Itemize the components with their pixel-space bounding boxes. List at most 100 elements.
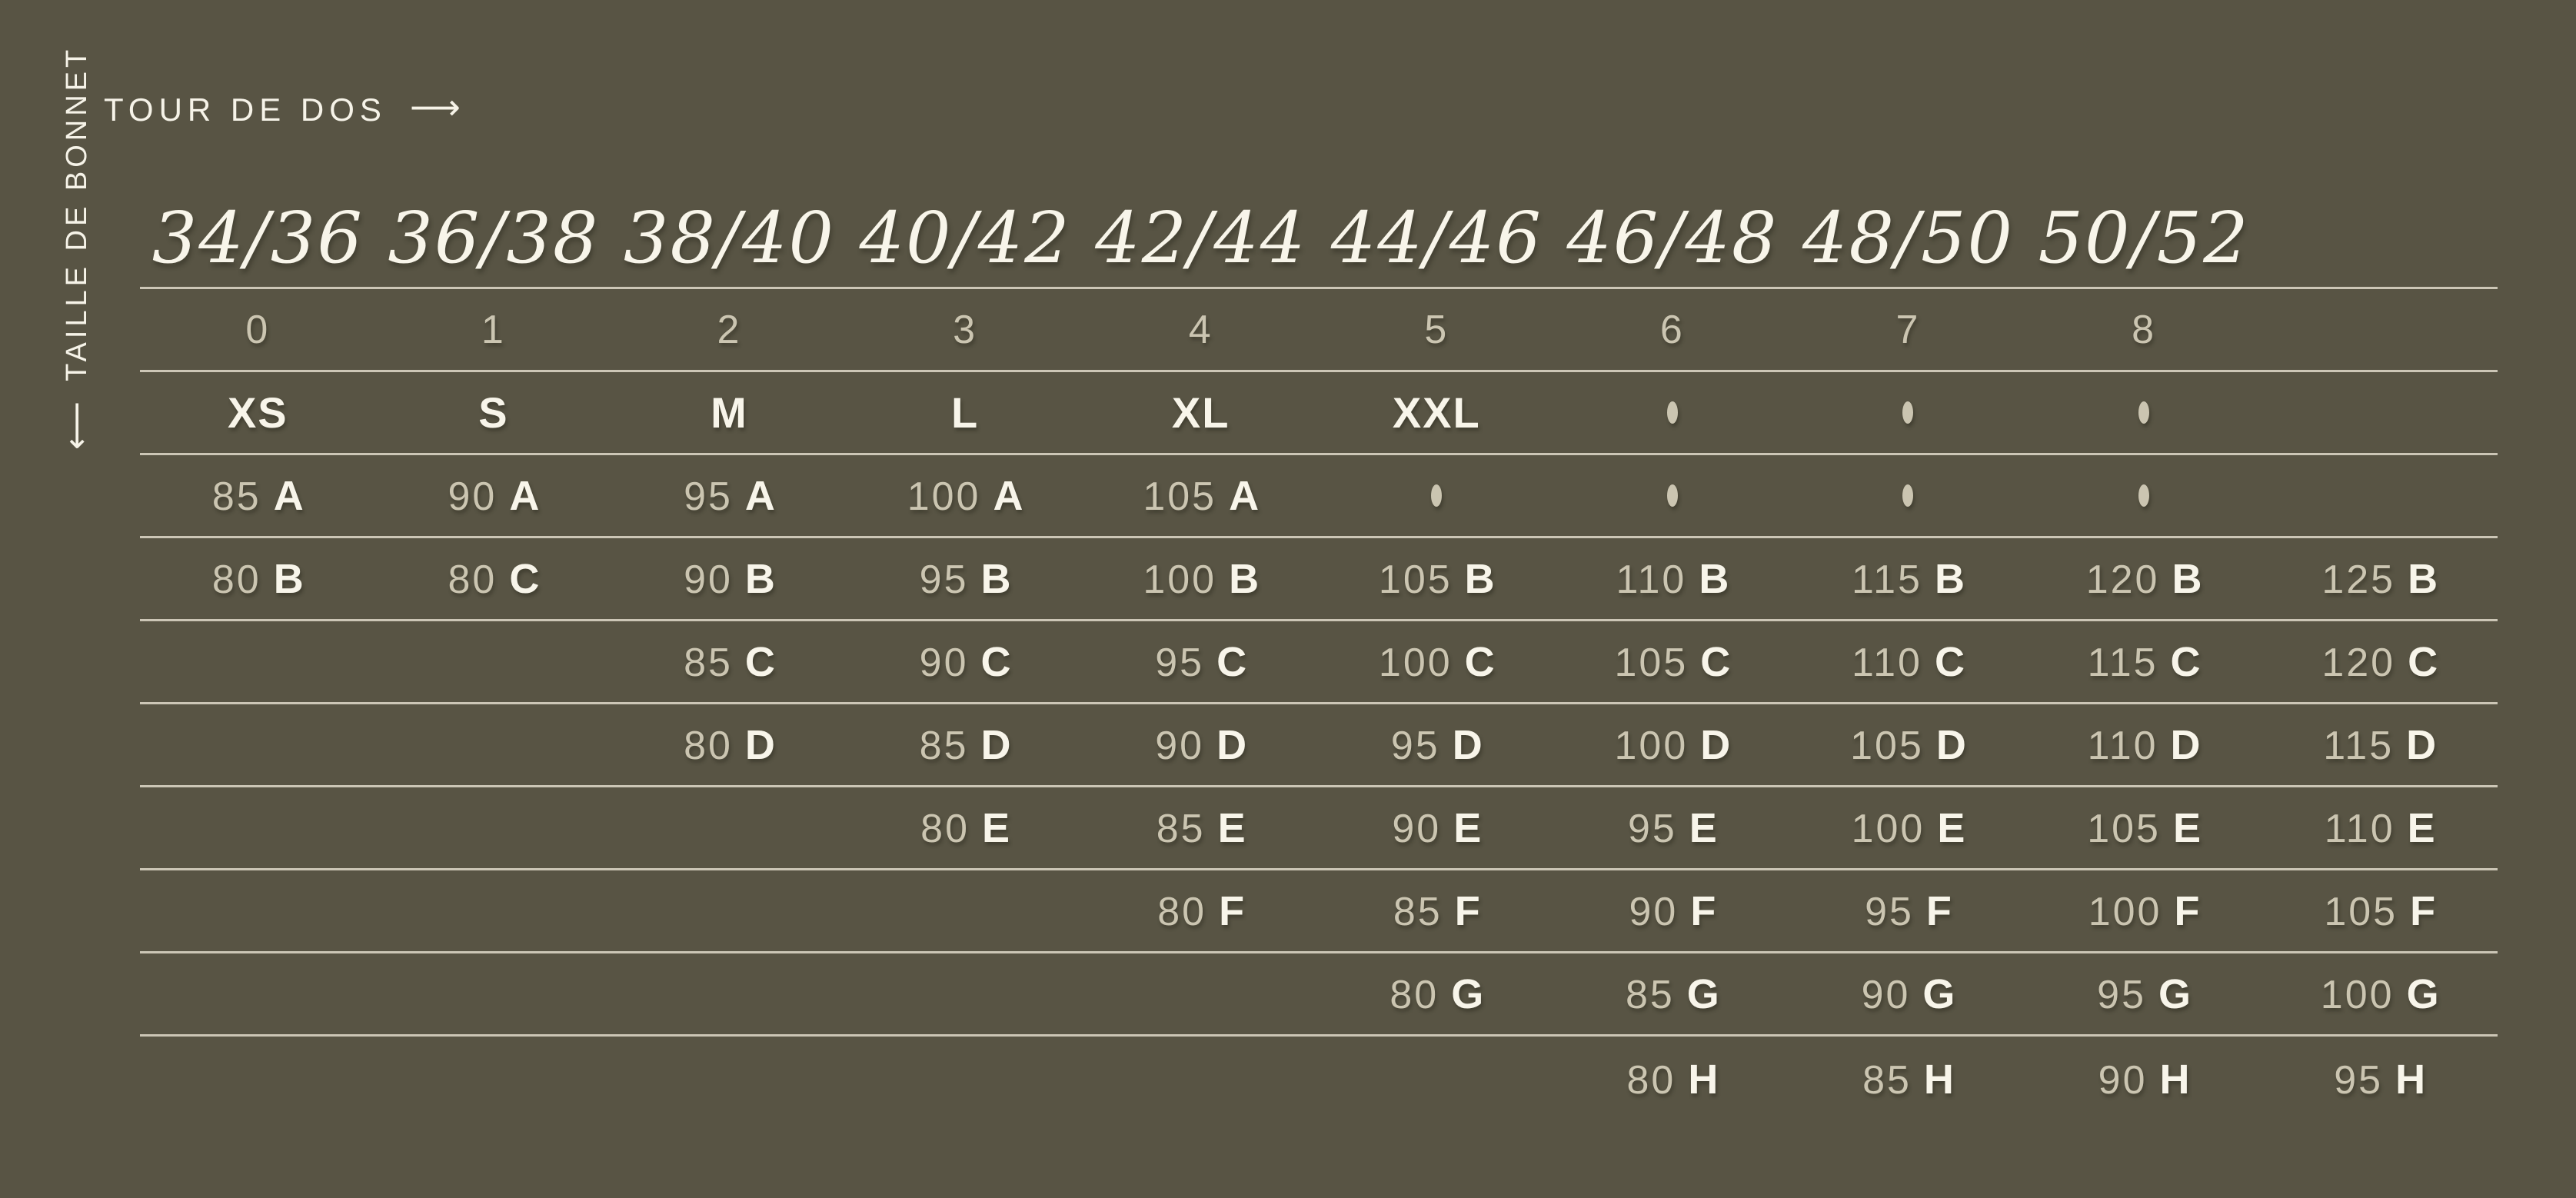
intl-size-value: XL (1171, 388, 1230, 437)
band-size-value: 40/42 (859, 196, 1071, 279)
cup-letter: D (744, 721, 775, 768)
cup-row-C: 85 C 90 C 95 C 100 C 105 C 110 C 115 C 120 C (140, 621, 2498, 704)
table-cell: 110 D (2026, 724, 2262, 766)
cup-letter: H (1923, 1057, 1954, 1103)
cup-letter: G (1451, 970, 1484, 1017)
band-measurement: 110 (1852, 640, 1922, 685)
cup-letter: F (1690, 887, 1716, 934)
cup-letter: B (1464, 555, 1495, 602)
numeric-size-row: 0 1 2 3 4 5 6 7 8 (140, 289, 2498, 372)
table-cell (1790, 401, 2026, 424)
band-measurement: 80 (920, 806, 970, 851)
cup-letter: C (980, 638, 1011, 685)
band-measurement: 90 (448, 474, 498, 519)
table-cell: 115 B (1790, 558, 2026, 600)
cup-letter: B (1699, 555, 1729, 602)
cup-letter: A (273, 472, 304, 519)
cup-letter: C (1216, 638, 1247, 685)
cup-letter: D (1700, 721, 1731, 768)
cup-row-E: 80 E 85 E 90 E 95 E 100 E 105 E 110 E (140, 787, 2498, 870)
cup-letter: F (1219, 887, 1245, 934)
band-measurement: 105 (1378, 557, 1453, 602)
cup-letter: E (1217, 804, 1246, 851)
band-measurement: 85 (1862, 1058, 1912, 1103)
table-cell: 34/36 (140, 202, 376, 274)
table-cell: 105 E (2026, 807, 2262, 849)
intl-size-value: M (711, 388, 748, 437)
band-measurement: 85 (1625, 972, 1675, 1017)
band-measurement: 115 (1852, 557, 1922, 602)
cup-row-F: 80 F 85 F 90 F 95 F 100 F 105 F (140, 870, 2498, 953)
band-measurement: 95 (2097, 972, 2146, 1017)
cup-letter: D (1216, 721, 1247, 768)
intl-size-value: L (950, 388, 980, 437)
numeric-size-value: 3 (953, 307, 978, 352)
table-cell: 85 A (140, 475, 376, 517)
cup-letter: E (982, 804, 1010, 851)
taille-de-bonnet-label: ⟵ TAILLE DE BONNET (57, 46, 96, 450)
table-cell: XXL (1319, 391, 1555, 434)
table-cell: 120 C (2261, 641, 2498, 683)
table-cell: 95 E (1555, 807, 1791, 849)
table-cell: 80 H (1555, 1059, 1791, 1100)
table-cell: 125 B (2261, 558, 2498, 600)
table-cell: 105 B (1319, 558, 1555, 600)
table-cell: 90 D (1083, 724, 1319, 766)
intl-size-value: XS (227, 388, 288, 437)
table-cell: 80 F (1083, 890, 1319, 932)
band-size-value: 42/44 (1095, 196, 1307, 279)
band-measurement: 105 (2087, 806, 2161, 851)
band-size-value: 38/40 (623, 196, 836, 279)
cup-letter: C (509, 555, 540, 602)
numeric-size-value: 8 (2132, 307, 2157, 352)
table-cell: 100 A (847, 475, 1083, 517)
table-cell: 100 G (2261, 973, 2498, 1015)
dot-icon (1431, 484, 1443, 507)
table-cell: 105 A (1083, 475, 1319, 517)
cup-letter: A (993, 472, 1023, 519)
table-cell: 110 E (2261, 807, 2498, 849)
intl-size-value: S (478, 388, 509, 437)
table-cell: 100 B (1083, 558, 1319, 600)
cup-letter: F (2410, 887, 2436, 934)
numeric-size-value: 2 (717, 307, 742, 352)
cup-letter: A (744, 472, 775, 519)
numeric-size-value: 5 (1424, 307, 1449, 352)
band-measurement: 90 (684, 557, 733, 602)
right-arrow-icon: ⟶ (409, 86, 461, 128)
dot-icon (2138, 401, 2150, 424)
cup-row-A: 85 A 90 A 95 A 100 A 105 A (140, 455, 2498, 538)
table-cell: 110 C (1790, 641, 2026, 683)
band-measurement: 90 (2098, 1058, 2148, 1103)
dot-icon (2138, 484, 2150, 507)
band-measurement: 95 (919, 557, 969, 602)
table-cell: XL (1083, 391, 1319, 434)
band-measurement: 100 (1143, 557, 1217, 602)
size-table: 34/36 36/38 38/40 40/42 42/44 44/46 46/48 48/50… (140, 166, 2498, 1123)
band-measurement: 90 (1629, 889, 1679, 934)
band-size-value: 44/46 (1330, 196, 1543, 279)
band-measurement: 80 (448, 557, 498, 602)
cup-row-G: 80 G 85 G 90 G 95 G 100 G (140, 953, 2498, 1037)
band-measurement: 95 (1865, 889, 1914, 934)
band-measurement: 110 (2087, 723, 2158, 768)
cup-letter: C (1934, 638, 1965, 685)
cup-letter: C (2170, 638, 2201, 685)
cup-row-D: 80 D 85 D 90 D 95 D 100 D 105 D 110 D 115 D (140, 704, 2498, 787)
cup-letter: C (1464, 638, 1495, 685)
table-cell: 115 C (2026, 641, 2262, 683)
table-cell: 95 C (1083, 641, 1319, 683)
table-cell: 7 (1790, 310, 2026, 350)
cup-letter: C (744, 638, 775, 685)
band-size-value: 36/38 (388, 196, 600, 279)
band-measurement: 100 (1378, 640, 1453, 685)
table-cell: 100 C (1319, 641, 1555, 683)
band-measurement: 105 (2324, 889, 2398, 934)
table-cell: M (611, 391, 847, 434)
band-measurement: 120 (2085, 557, 2160, 602)
cup-letter: B (744, 555, 775, 602)
band-measurement: 95 (1155, 640, 1205, 685)
band-measurement: 95 (1390, 723, 1440, 768)
cup-letter: G (2406, 970, 2439, 1017)
table-cell (2026, 401, 2262, 424)
